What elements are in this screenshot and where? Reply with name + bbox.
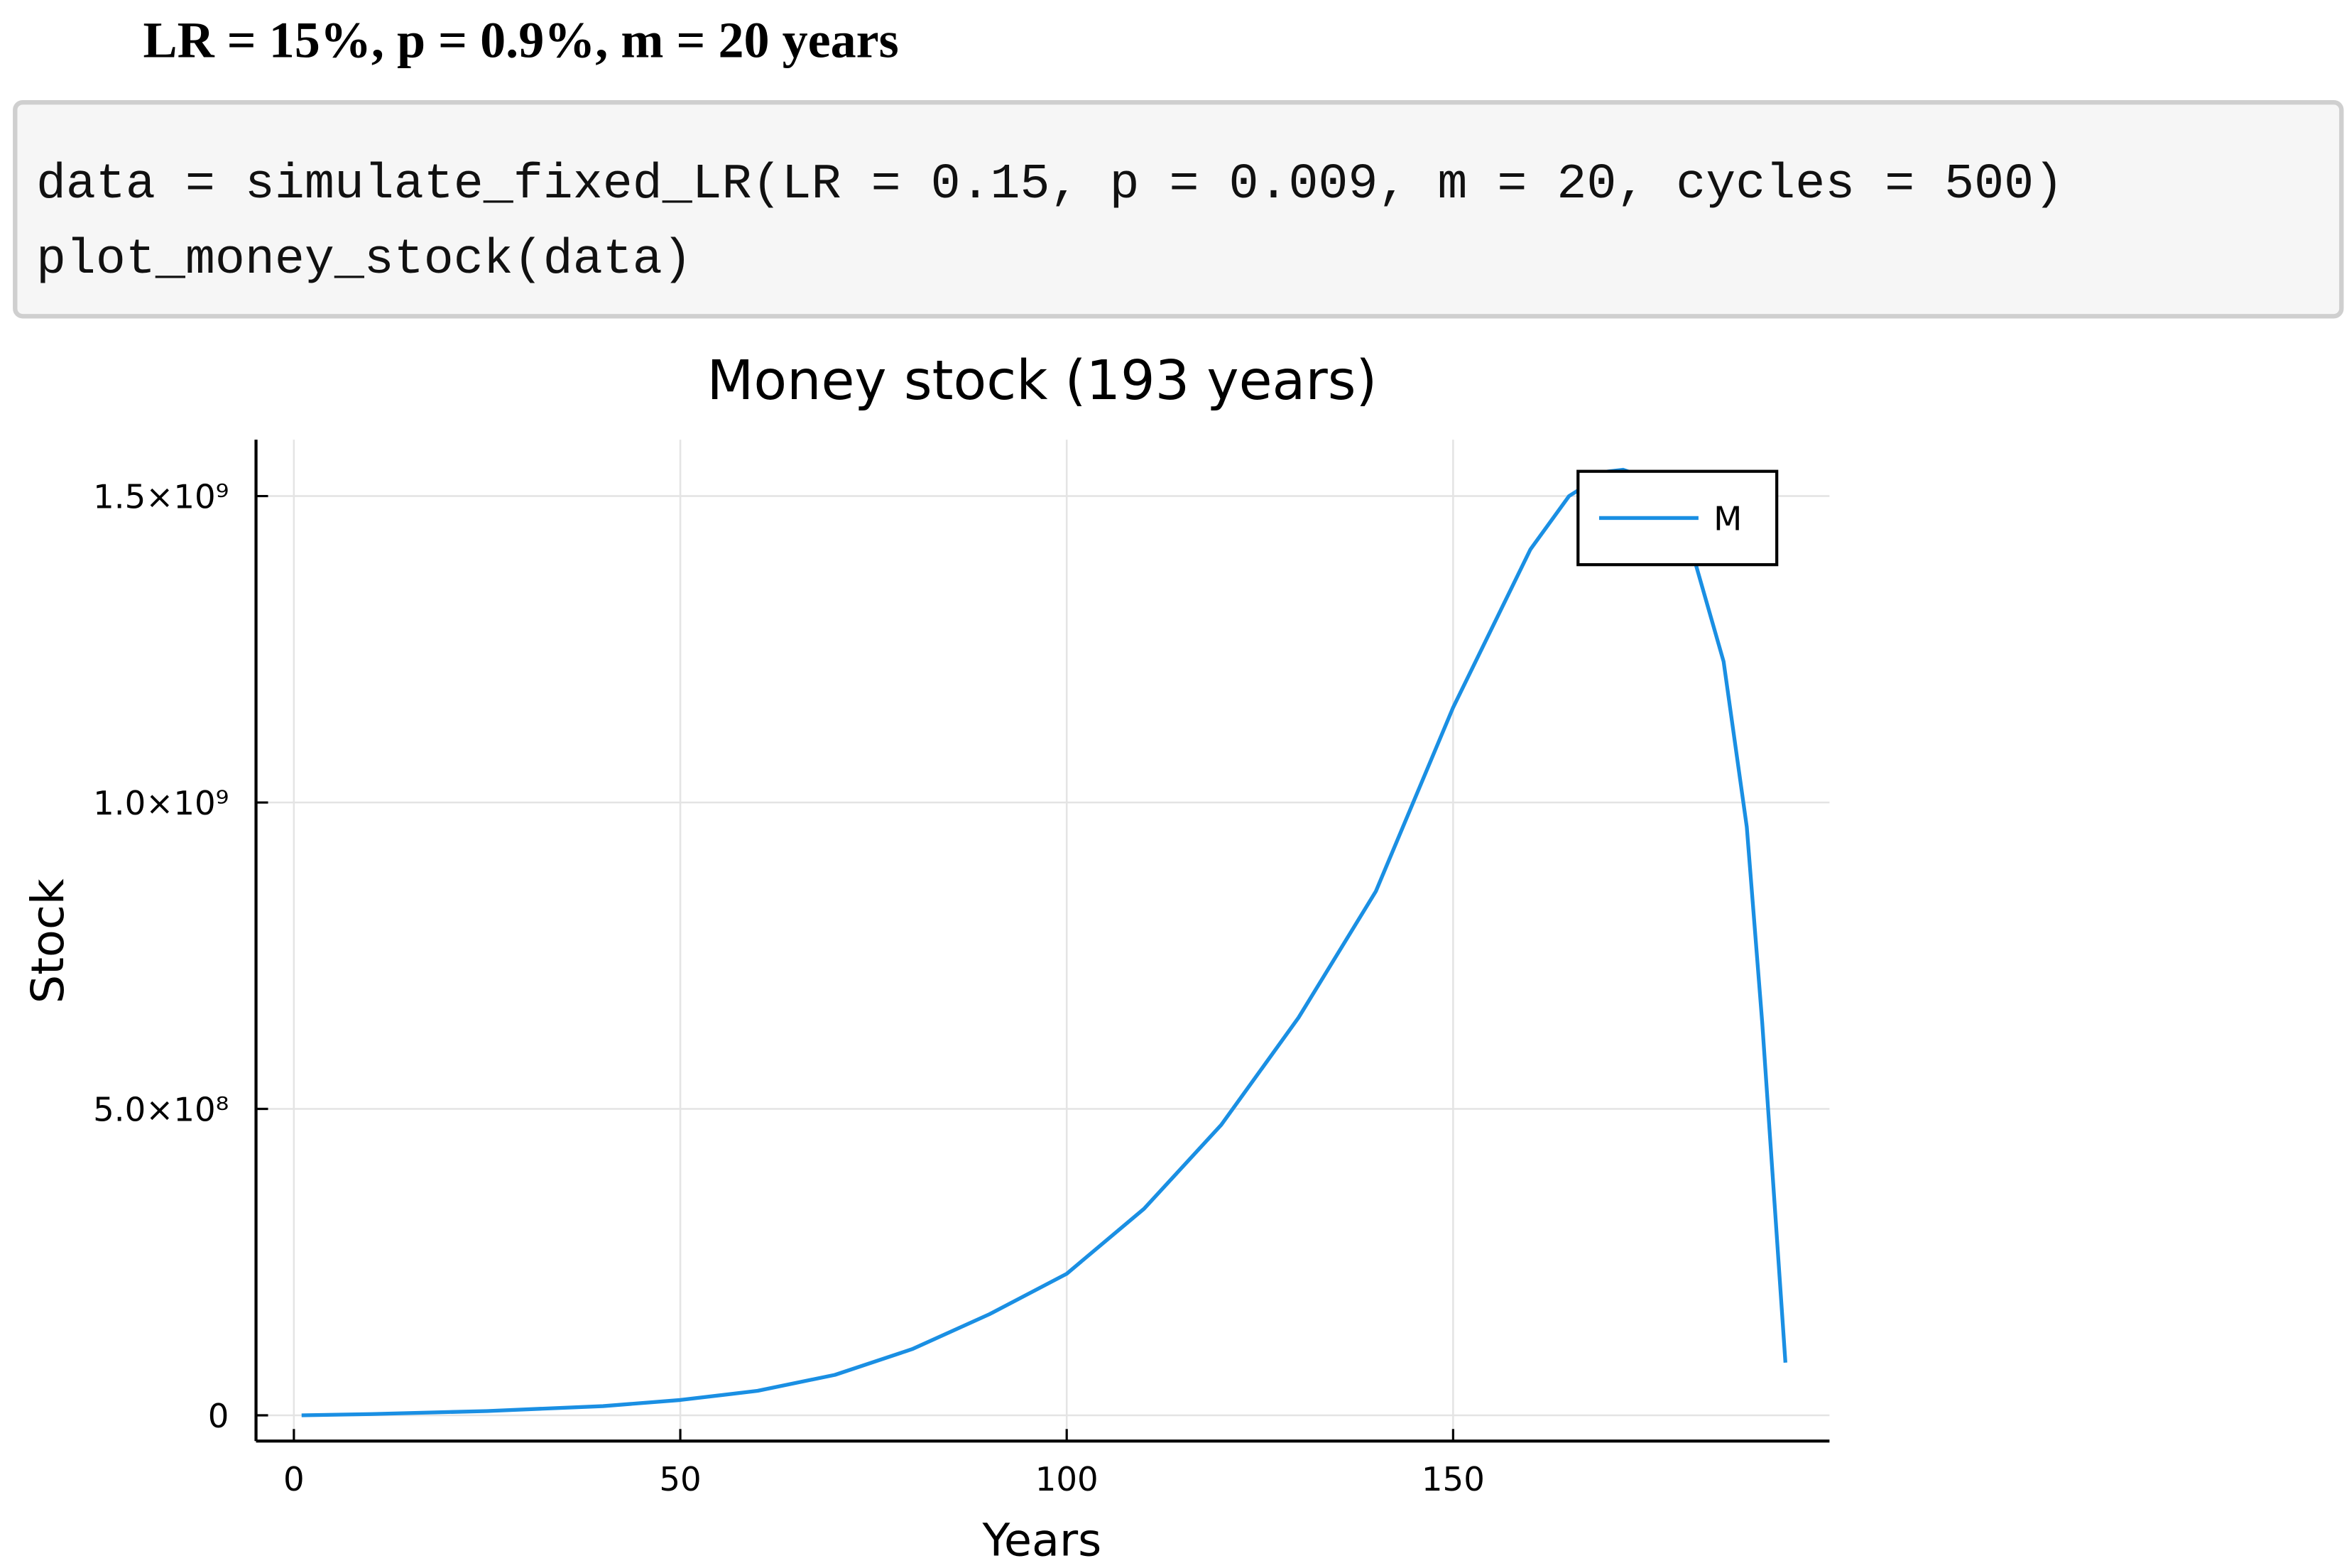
chart: Money stock (193 years) Years Stock 0 50 100 1… bbox=[22, 349, 1830, 1567]
code-line: data = simulate_fixed_LR(LR = 0.15, p = … bbox=[36, 157, 2064, 213]
x-tick-label: 50 bbox=[659, 1460, 701, 1498]
x-tick-label: 100 bbox=[1035, 1460, 1099, 1498]
y-tick-label: 5.0×10⁸ bbox=[93, 1090, 229, 1128]
x-tick-label: 0 bbox=[283, 1460, 305, 1498]
x-tick-label: 150 bbox=[1422, 1460, 1485, 1498]
y-tick-label: 0 bbox=[208, 1397, 229, 1435]
y-tick-label: 1.0×10⁹ bbox=[93, 784, 229, 822]
code-cell[interactable] bbox=[13, 100, 2344, 319]
y-axis-label: Stock bbox=[22, 878, 75, 1003]
heading: LR = 15%, p = 0.9%, m = 20 years bbox=[143, 12, 899, 69]
x-axis-label: Years bbox=[981, 1514, 1101, 1567]
chart-title: Money stock (193 years) bbox=[707, 349, 1378, 413]
data-line bbox=[301, 467, 1787, 1417]
code-line: plot_money_stock(data) bbox=[36, 232, 692, 288]
y-tick-label: 1.5×10⁹ bbox=[93, 478, 229, 516]
legend-label: M bbox=[1713, 499, 1742, 538]
